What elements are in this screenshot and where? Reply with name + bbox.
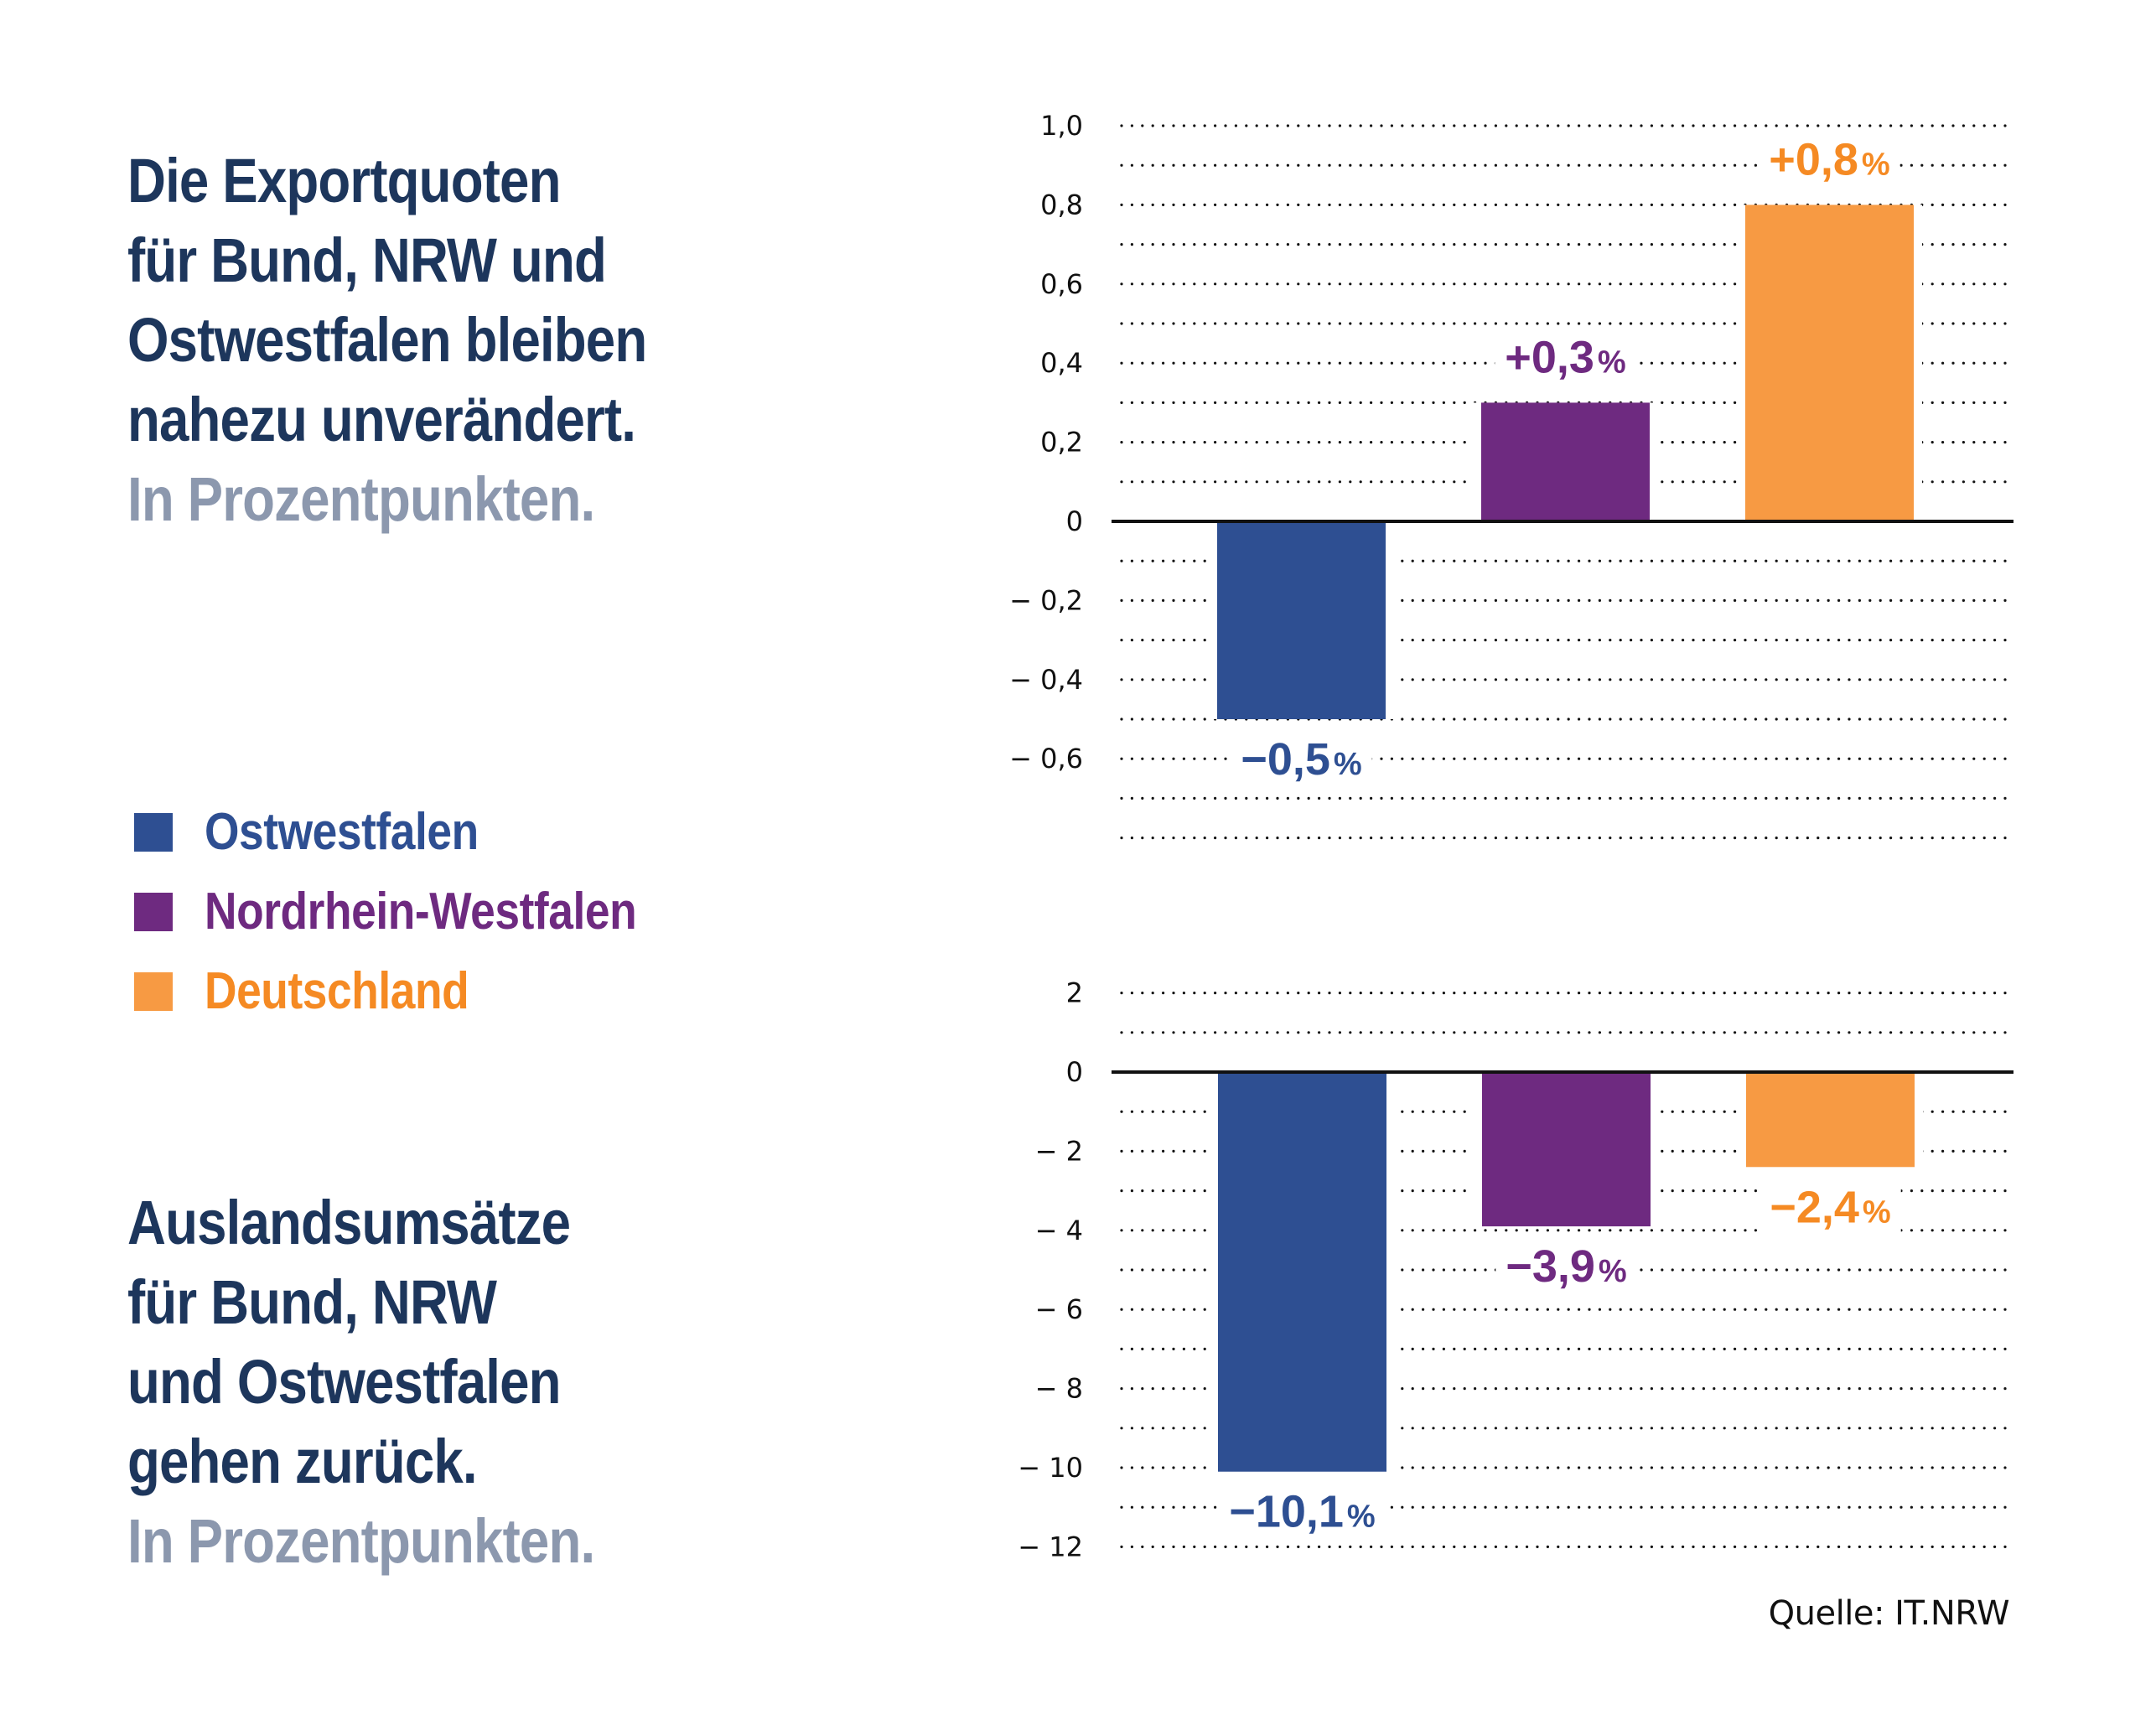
- value-label: −0,5%: [1241, 734, 1361, 785]
- value-label-number: −10,1: [1229, 1487, 1344, 1537]
- y-tick-label: − 4: [1035, 1215, 1083, 1246]
- legend-label: Nordrhein-Westfalen: [205, 883, 637, 940]
- value-label-unit: %: [1862, 147, 1890, 182]
- legend-label: Deutschland: [205, 962, 469, 1020]
- y-tick-label: − 2: [1035, 1135, 1083, 1167]
- value-label-backdrop: [1495, 335, 1636, 383]
- headline-line: für Bund, NRW und: [127, 225, 607, 295]
- bar-deutschland: [1746, 1072, 1915, 1168]
- headline-line: und Ostwestfalen: [127, 1347, 562, 1417]
- y-tick-label: 0,4: [1040, 347, 1083, 379]
- legend-item-nrw: Nordrhein-Westfalen: [134, 872, 707, 951]
- y-tick-label: − 0,4: [1009, 664, 1083, 696]
- headline-line: gehen zurück.: [127, 1427, 478, 1496]
- value-label-backdrop: [1219, 1489, 1386, 1537]
- value-label-unit: %: [1863, 1194, 1891, 1230]
- legend-label: Ostwestfalen: [205, 803, 479, 861]
- value-label-number: +0,3: [1505, 332, 1594, 382]
- headline-line: Auslandsumsätze: [127, 1188, 571, 1257]
- y-tick-label: − 0,2: [1009, 584, 1083, 616]
- value-label-number: +0,8: [1769, 134, 1858, 184]
- value-label-unit: %: [1334, 747, 1362, 782]
- value-label-unit: %: [1599, 1254, 1627, 1289]
- value-label-number: −3,9: [1506, 1241, 1595, 1292]
- legend: Ostwestfalen Nordrhein-Westfalen Deutsch…: [134, 792, 707, 1031]
- y-tick-label: − 12: [1018, 1531, 1083, 1562]
- headline-auslandsumsaetze: Auslandsumsätze für Bund, NRW und Ostwes…: [127, 1183, 595, 1581]
- chart-plot: 1,00,80,60,40,20− 0,2− 0,4− 0,6 −0,5 %+0,3…: [1009, 110, 2015, 840]
- y-tick-label: 0: [1066, 1056, 1083, 1088]
- value-label-number: −2,4: [1770, 1182, 1859, 1232]
- legend-swatch-orange: [134, 971, 173, 1011]
- legend-item-ostwestfalen: Ostwestfalen: [134, 792, 707, 872]
- legend-item-deutschland: Deutschland: [134, 951, 707, 1031]
- value-label: −2,4%: [1770, 1182, 1890, 1232]
- y-tick-label: 0,8: [1040, 189, 1083, 220]
- bar-nordrhein-westfalen: [1481, 402, 1650, 521]
- legend-swatch-purple: [134, 892, 173, 931]
- bar-deutschland: [1745, 205, 1914, 521]
- y-tick-label: − 0,6: [1009, 743, 1083, 775]
- bar-nordrhein-westfalen: [1482, 1072, 1651, 1227]
- headline-line: für Bund, NRW: [127, 1267, 497, 1337]
- chart-plot: 20− 2− 4− 6− 8− 10− 12−10,1 %−3,9 %−2,4%: [1018, 977, 2015, 1562]
- headline-subtitle: In Prozentpunkten.: [127, 1506, 595, 1576]
- headline-line: nahezu unverändert.: [127, 385, 636, 454]
- value-label-backdrop: [1231, 738, 1372, 785]
- headline-exportquoten: Die Exportquoten für Bund, NRW und Ostwe…: [127, 141, 647, 539]
- y-tick-label: 0,2: [1040, 427, 1083, 458]
- y-tick-label: 2: [1066, 977, 1083, 1009]
- bar-ostwestfalen: [1217, 521, 1386, 719]
- y-tick-label: − 8: [1035, 1373, 1083, 1405]
- value-label-number: −0,5: [1241, 734, 1330, 785]
- y-tick-label: 1,0: [1040, 110, 1083, 142]
- value-label-backdrop: [1760, 1185, 1901, 1233]
- source-note: Quelle: IT.NRW: [1768, 1594, 2010, 1633]
- y-tick-label: 0: [1066, 505, 1083, 537]
- value-label: +0,8%: [1769, 134, 1889, 184]
- value-label-unit: %: [1347, 1500, 1376, 1535]
- legend-swatch-blue: [134, 812, 173, 852]
- y-tick-label: 0,6: [1040, 268, 1083, 300]
- headline-line: Ostwestfalen bleiben: [127, 305, 647, 375]
- y-tick-label: − 10: [1018, 1452, 1083, 1484]
- value-label-unit: %: [1598, 345, 1626, 380]
- bar-ostwestfalen: [1218, 1072, 1386, 1472]
- value-label: −3,9%: [1506, 1241, 1626, 1292]
- value-label-backdrop: [1759, 137, 1900, 185]
- y-tick-label: − 6: [1035, 1293, 1083, 1325]
- headline-line: Die Exportquoten: [127, 146, 561, 215]
- value-label-backdrop: [1495, 1245, 1637, 1293]
- value-label: −10,1%: [1229, 1487, 1375, 1537]
- value-label: +0,3%: [1505, 332, 1625, 382]
- headline-subtitle: In Prozentpunkten.: [127, 464, 595, 534]
